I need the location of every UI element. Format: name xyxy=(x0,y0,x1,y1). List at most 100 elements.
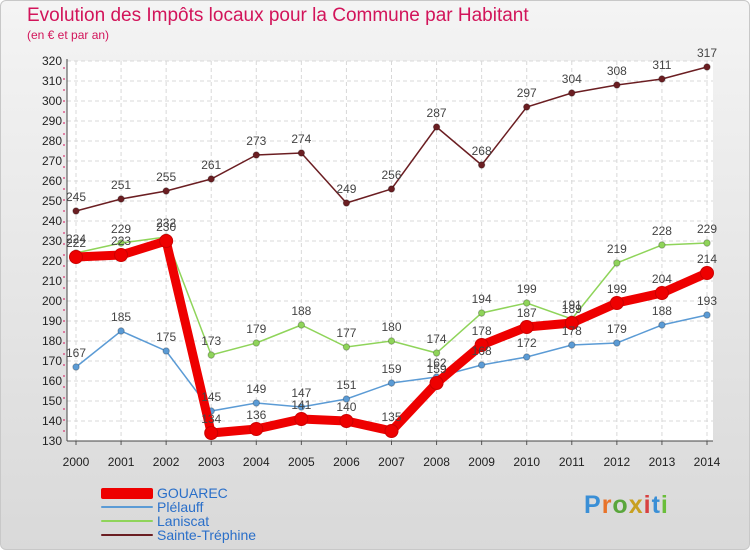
data-point-plelauff xyxy=(523,353,531,361)
data-label-sainte-trephine: 249 xyxy=(336,182,356,196)
data-point-plelauff xyxy=(72,363,80,371)
data-point-gouarec xyxy=(609,296,624,310)
data-label-sainte-trephine: 304 xyxy=(562,72,582,86)
data-point-sainte-trephine xyxy=(703,63,711,71)
data-point-sainte-trephine xyxy=(297,149,306,157)
data-label-gouarec: 140 xyxy=(336,400,356,414)
data-label-gouarec: 187 xyxy=(517,306,537,320)
y-tick-label: 190 xyxy=(42,314,62,328)
x-tick-label: 2000 xyxy=(63,455,90,469)
data-label-plelauff: 167 xyxy=(66,346,86,360)
data-point-laniscat xyxy=(117,239,125,247)
legend-item-sainte-trephine: Sainte-Tréphine xyxy=(101,528,256,542)
data-point-gouarec xyxy=(654,286,669,300)
y-tick-label: 220 xyxy=(42,254,62,268)
x-tick-label: 2014 xyxy=(694,455,721,469)
data-point-plelauff xyxy=(477,361,486,369)
data-point-laniscat xyxy=(342,343,351,351)
data-label-laniscat: 174 xyxy=(427,332,447,346)
data-point-sainte-trephine xyxy=(658,75,666,83)
data-label-sainte-trephine: 273 xyxy=(246,134,266,148)
legend-label: GOUAREC xyxy=(157,485,228,501)
data-label-plelauff: 162 xyxy=(427,356,447,370)
legend-label: Plélauff xyxy=(157,499,204,515)
data-point-plelauff xyxy=(117,327,125,335)
data-label-sainte-trephine: 308 xyxy=(607,64,627,78)
data-point-gouarec xyxy=(519,320,534,334)
x-tick-label: 2008 xyxy=(423,455,450,469)
data-label-gouarec: 178 xyxy=(472,324,492,338)
data-point-gouarec xyxy=(249,422,264,436)
data-label-laniscat: 179 xyxy=(246,322,266,336)
logo-letter: r xyxy=(601,491,613,519)
data-point-sainte-trephine xyxy=(387,185,396,193)
legend-swatch xyxy=(101,487,153,499)
legend-label: Laniscat xyxy=(157,513,210,529)
data-label-plelauff: 175 xyxy=(156,330,176,344)
plot-area xyxy=(67,61,713,441)
data-label-laniscat: 194 xyxy=(472,292,492,306)
data-label-laniscat: 224 xyxy=(66,232,86,246)
data-label-plelauff: 178 xyxy=(562,324,582,338)
data-point-gouarec xyxy=(159,234,174,248)
x-tick-label: 2012 xyxy=(604,455,631,469)
x-tick-label: 2004 xyxy=(243,455,270,469)
data-point-laniscat xyxy=(387,337,396,345)
data-point-sainte-trephine xyxy=(477,161,486,169)
data-point-gouarec xyxy=(384,424,399,438)
legend-label: Sainte-Tréphine xyxy=(157,527,257,543)
data-point-laniscat xyxy=(703,239,711,247)
data-point-gouarec xyxy=(564,316,579,330)
chart-title: Evolution des Impôts locaux pour la Comm… xyxy=(27,5,529,26)
data-label-laniscat: 229 xyxy=(111,222,131,236)
x-tick-label: 2010 xyxy=(513,455,540,469)
data-label-sainte-trephine: 256 xyxy=(381,168,401,182)
data-point-sainte-trephine xyxy=(523,103,531,111)
x-tick-label: 2002 xyxy=(153,455,180,469)
data-point-gouarec xyxy=(429,376,444,390)
data-point-plelauff xyxy=(342,395,351,403)
data-point-sainte-trephine xyxy=(568,89,576,97)
data-label-sainte-trephine: 311 xyxy=(652,58,671,72)
data-label-plelauff: 145 xyxy=(201,390,221,404)
legend-item-laniscat: Laniscat xyxy=(101,514,256,528)
data-point-laniscat xyxy=(613,259,621,267)
data-point-plelauff xyxy=(387,379,396,387)
x-tick-label: 2009 xyxy=(468,455,495,469)
legend-swatch xyxy=(101,534,153,536)
y-tick-label: 280 xyxy=(42,134,62,148)
data-point-gouarec xyxy=(69,250,83,264)
y-tick-label: 290 xyxy=(42,114,62,128)
data-point-sainte-trephine xyxy=(162,187,170,195)
y-tick-label: 320 xyxy=(42,54,62,68)
x-tick-label: 2006 xyxy=(333,455,360,469)
data-label-gouarec: 189 xyxy=(562,302,582,316)
data-label-plelauff: 159 xyxy=(381,362,401,376)
y-tick-label: 140 xyxy=(42,414,62,428)
x-tick-label: 2007 xyxy=(378,455,405,469)
y-tick-label: 150 xyxy=(42,394,62,408)
x-tick-label: 2001 xyxy=(108,455,135,469)
legend-item-gouarec: GOUAREC xyxy=(101,486,256,500)
data-label-gouarec: 204 xyxy=(652,272,672,286)
data-label-gouarec: 230 xyxy=(156,220,176,234)
y-tick-label: 230 xyxy=(42,234,62,248)
data-label-laniscat: 228 xyxy=(652,224,672,238)
data-label-laniscat: 173 xyxy=(201,334,221,348)
data-label-sainte-trephine: 317 xyxy=(697,46,717,60)
data-point-plelauff xyxy=(162,347,170,355)
logo-letter: P xyxy=(584,491,602,519)
data-label-plelauff: 151 xyxy=(336,378,356,392)
logo-letter: t xyxy=(651,491,661,519)
data-label-gouarec: 199 xyxy=(607,282,627,296)
data-point-gouarec xyxy=(294,412,309,426)
data-label-plelauff: 185 xyxy=(111,310,131,324)
legend-swatch xyxy=(101,506,153,508)
y-tick-label: 250 xyxy=(42,194,62,208)
data-point-plelauff xyxy=(252,399,260,407)
data-point-sainte-trephine xyxy=(613,81,621,89)
data-label-sainte-trephine: 297 xyxy=(517,86,537,100)
logo-letter: x xyxy=(628,491,644,519)
